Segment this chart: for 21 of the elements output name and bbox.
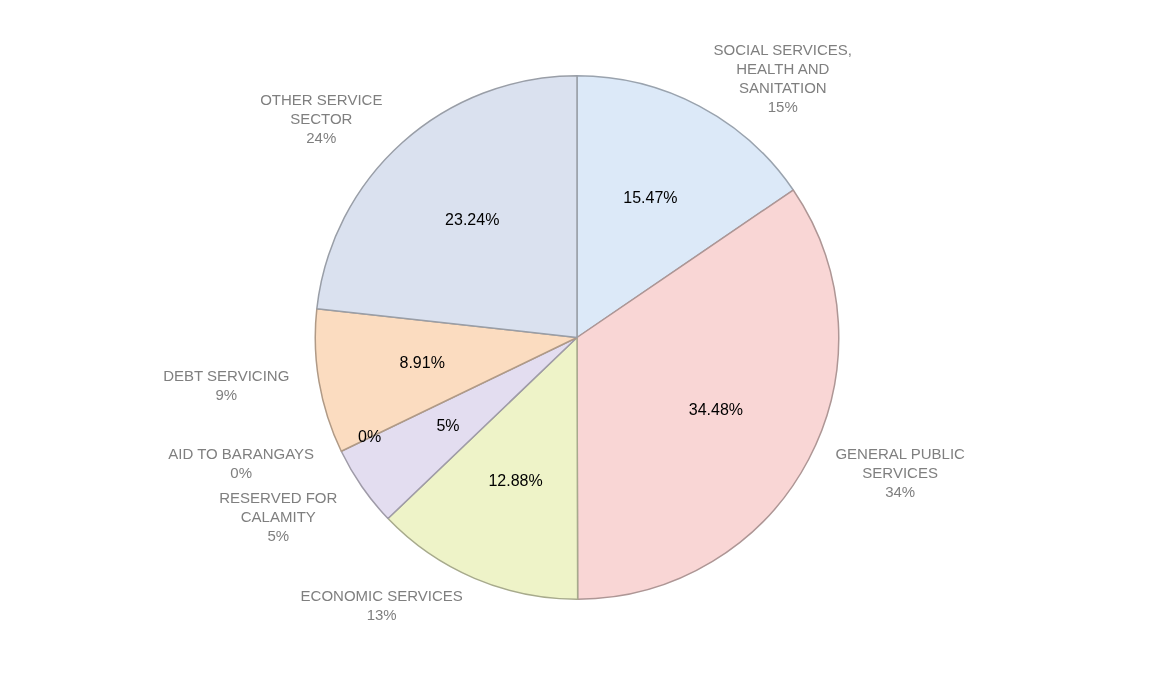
text: 5% — [267, 526, 290, 544]
data-label: 34.48% — [688, 401, 744, 419]
data-label: 5% — [436, 417, 460, 435]
data-label: 15.47% — [623, 189, 678, 207]
data-label: 8.91% — [399, 354, 445, 372]
text: 9% — [215, 386, 238, 404]
slice-label: SOCIAL SERVICES, HEALTH AND SANITATION — [713, 41, 852, 97]
data-label: 12.88% — [488, 472, 543, 490]
text: 0% — [357, 428, 382, 446]
slice-label: GENERAL PUBLIC SERVICES — [835, 444, 966, 481]
slice-label: DEBT SERVICING — [163, 367, 290, 385]
text: 34% — [885, 482, 916, 500]
text: 15% — [767, 98, 798, 116]
text: 13% — [366, 605, 397, 623]
text: 24% — [306, 129, 337, 147]
slice-label: ECONOMIC SERVICES — [300, 586, 463, 604]
data-label: 23.24% — [445, 210, 500, 228]
text: 0% — [230, 463, 253, 481]
slice-label: OTHER SERVICE SECTOR — [260, 91, 383, 128]
slice-label: RESERVED FOR CALAMITY — [219, 488, 338, 525]
category-label: AID TO BARANGAYS — [168, 444, 315, 462]
